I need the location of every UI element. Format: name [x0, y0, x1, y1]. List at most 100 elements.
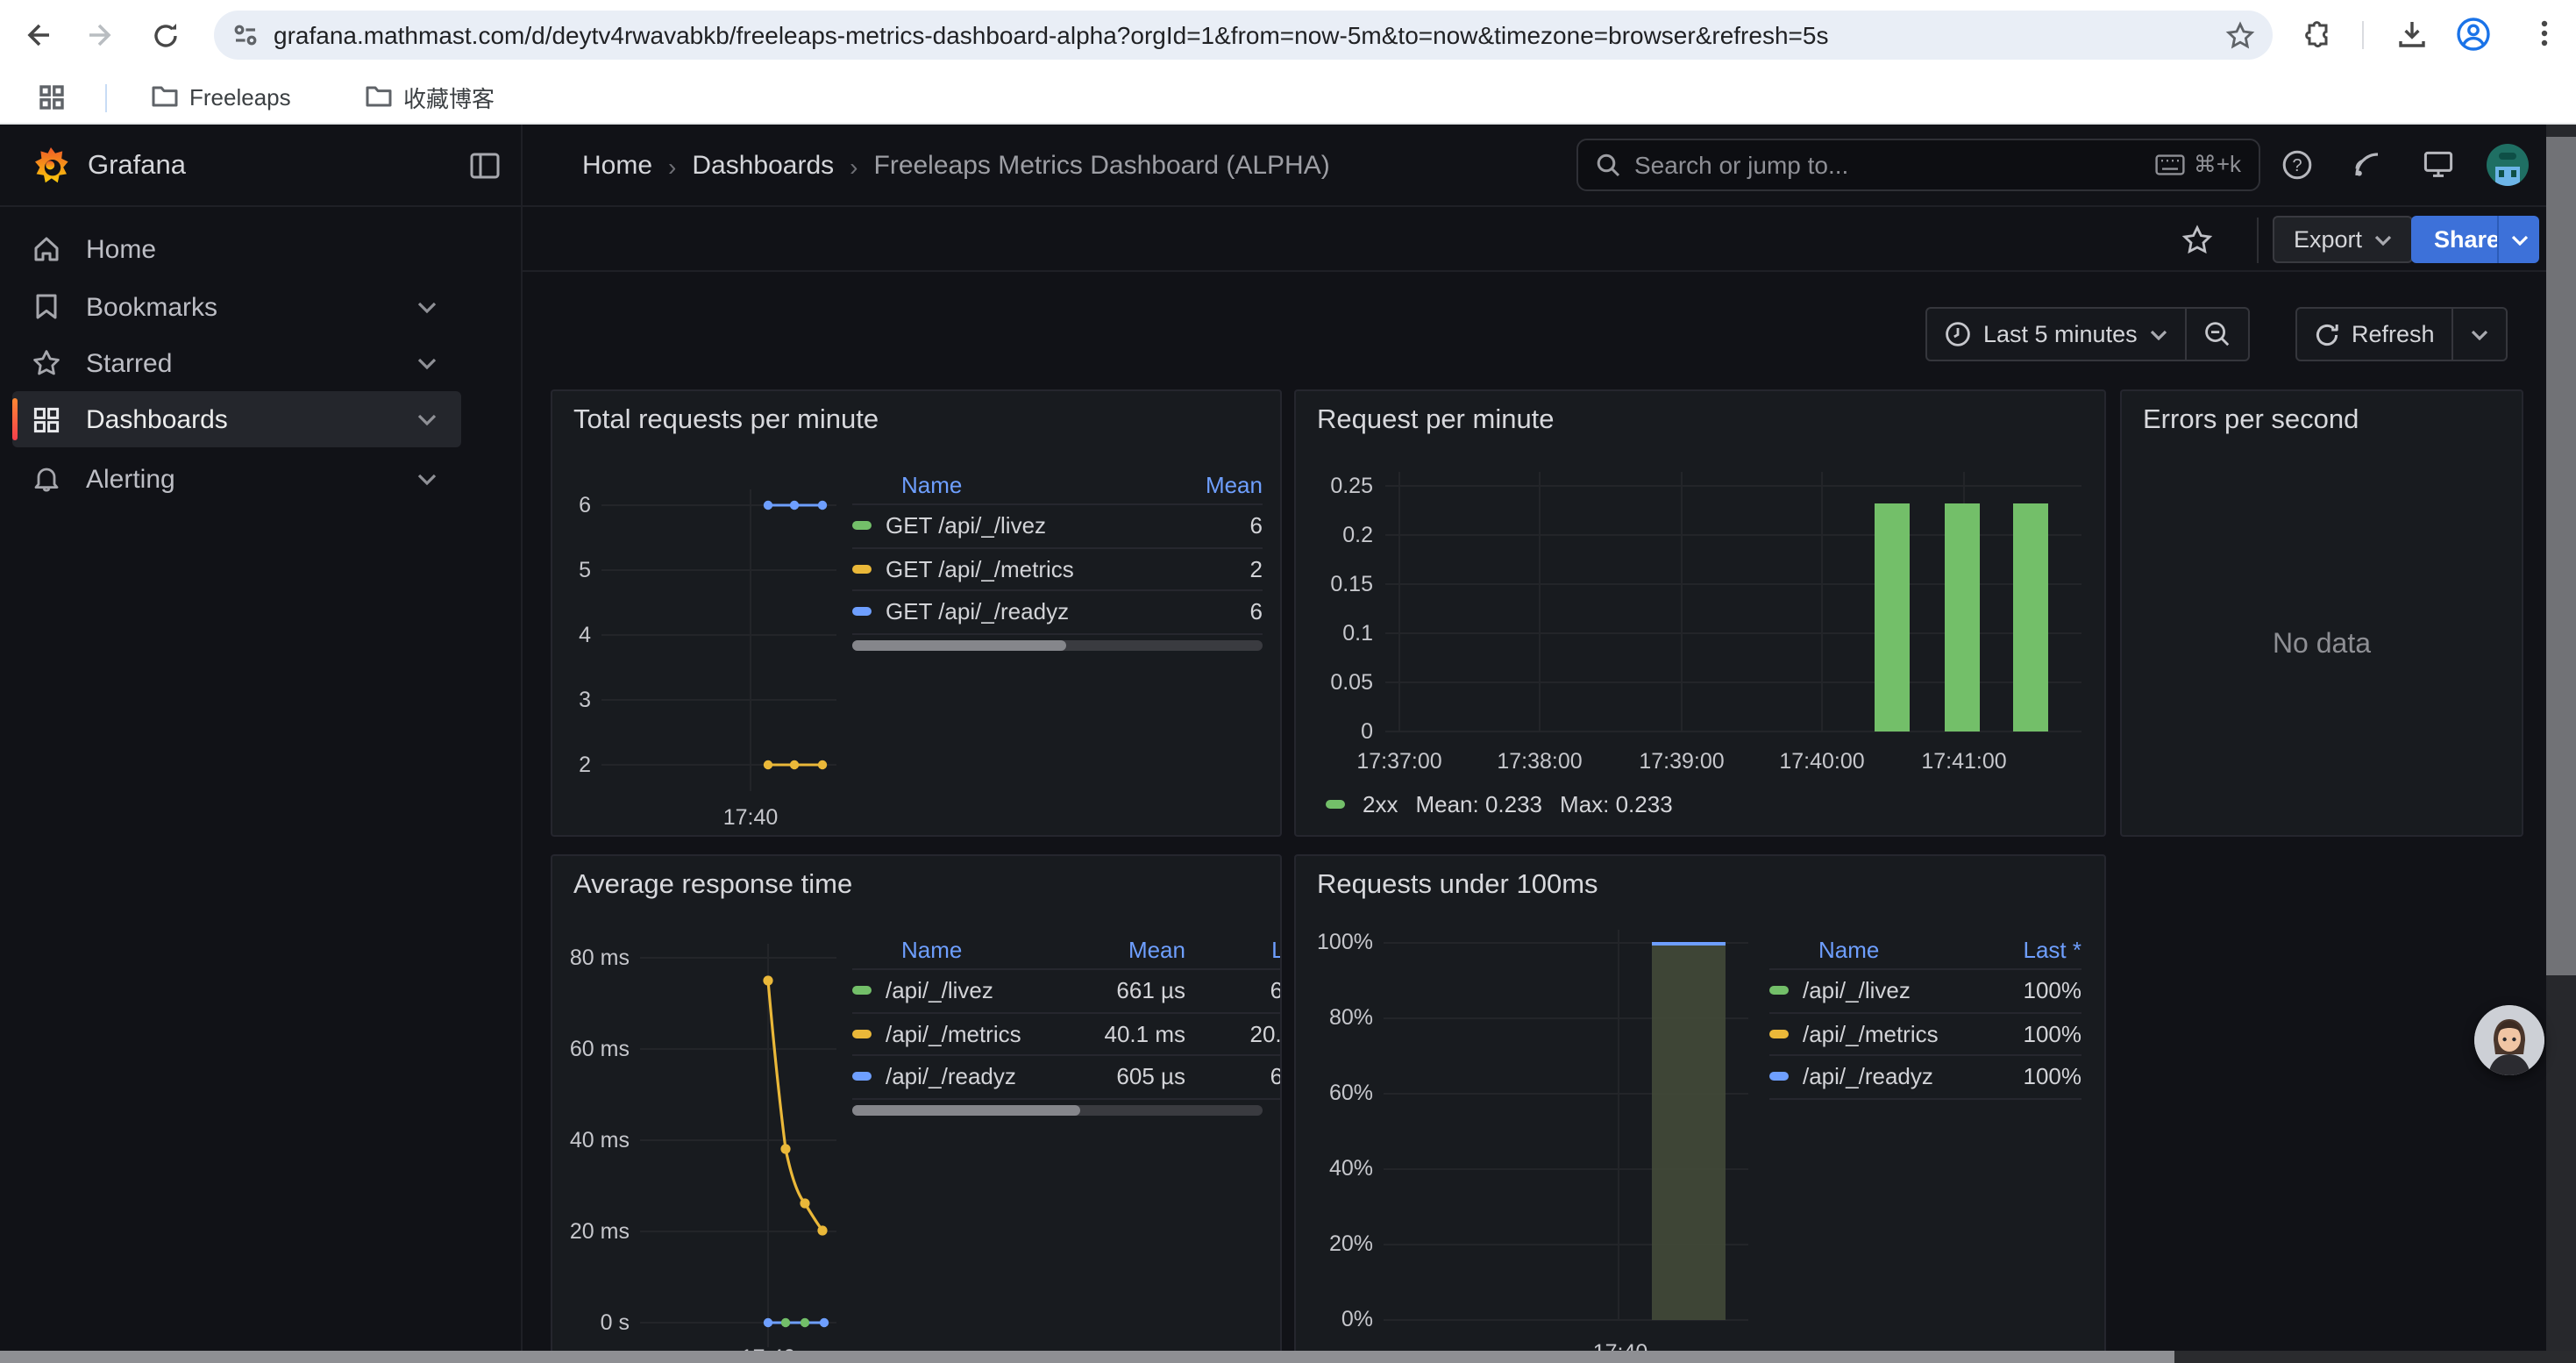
- sidebar-item-dashboards[interactable]: Dashboards: [12, 391, 461, 447]
- vertical-scrollbar-thumb[interactable]: [2546, 137, 2576, 975]
- sidebar-item-alerting[interactable]: Alerting: [12, 451, 461, 507]
- site-settings-icon[interactable]: [231, 21, 260, 49]
- sidebar-item-home[interactable]: Home: [12, 221, 461, 277]
- reload-button[interactable]: [142, 12, 188, 58]
- legend-header-mean[interactable]: Mean: [1206, 471, 1263, 497]
- y-tick: 0.05: [1296, 670, 1373, 695]
- legend-header-last[interactable]: Las: [1206, 936, 1282, 962]
- browser-toolbar: grafana.mathmast.com/d/deytv4rwavabkb/fr…: [0, 0, 2576, 70]
- breadcrumb-current: Freeleaps Metrics Dashboard (ALPHA): [874, 151, 1330, 181]
- user-avatar[interactable]: [2487, 144, 2529, 186]
- extensions-icon[interactable]: [2301, 19, 2332, 51]
- y-tick: 40 ms: [552, 1128, 630, 1152]
- legend-row[interactable]: /api/_/metrics 100%: [1769, 1011, 2081, 1054]
- y-tick: 5: [552, 558, 591, 582]
- legend-inline: 2xx Mean: 0.233 Max: 0.233: [1326, 791, 1673, 817]
- zoom-out-button[interactable]: [2187, 309, 2248, 360]
- browser-menu-button[interactable]: [2529, 18, 2560, 49]
- export-button[interactable]: Export: [2273, 216, 2413, 263]
- chevron-down-icon[interactable]: [417, 357, 437, 369]
- x-tick: 17:40: [723, 805, 779, 830]
- legend-header-last[interactable]: Last *: [2024, 936, 2082, 962]
- forward-button[interactable]: [77, 12, 123, 58]
- legend-row[interactable]: GET /api/_/readyz 6: [852, 589, 1263, 634]
- actions-divider: [2257, 218, 2259, 263]
- panel-under-100ms: Requests under 100ms 100% 80% 60% 40% 20…: [1294, 854, 2106, 1363]
- panel-errors-per-second: Errors per second No data: [2120, 389, 2523, 837]
- y-tick: 60%: [1296, 1081, 1373, 1105]
- profile-button[interactable]: [2455, 16, 2492, 53]
- refresh-button[interactable]: Refresh: [2297, 309, 2452, 360]
- favorite-star-icon[interactable]: [2181, 225, 2213, 256]
- legend-row[interactable]: GET /api/_/metrics 2: [852, 546, 1263, 589]
- bookmark-folder-blogs[interactable]: 收藏博客: [351, 75, 509, 118]
- legend-row[interactable]: /api/_/readyz 100%: [1769, 1054, 2081, 1099]
- url-bar[interactable]: grafana.mathmast.com/d/deytv4rwavabkb/fr…: [214, 11, 2273, 60]
- search-icon: [1596, 153, 1620, 177]
- sidebar-item-starred[interactable]: Starred: [12, 335, 461, 391]
- series-max: Max: 0.233: [1560, 791, 1673, 817]
- chevron-down-icon[interactable]: [417, 413, 437, 425]
- chevron-down-icon: [2150, 329, 2167, 339]
- downloads-button[interactable]: [2395, 18, 2429, 51]
- series-color-pill: [852, 987, 872, 995]
- sidebar-item-bookmarks[interactable]: Bookmarks: [12, 279, 461, 335]
- search-input[interactable]: Search or jump to... ⌘+k: [1576, 139, 2260, 191]
- url-text[interactable]: grafana.mathmast.com/d/deytv4rwavabkb/fr…: [274, 21, 2225, 49]
- dock-menu-icon[interactable]: [470, 153, 500, 179]
- horizontal-scrollbar-thumb[interactable]: [0, 1351, 2174, 1363]
- series-color-pill: [852, 522, 872, 531]
- share-menu-button[interactable]: [2497, 216, 2539, 263]
- refresh-icon: [2315, 322, 2339, 346]
- legend-row[interactable]: /api/_/livez 100%: [1769, 968, 2081, 1011]
- chevron-down-icon[interactable]: [417, 301, 437, 313]
- y-tick: 2: [552, 753, 591, 777]
- legend-row[interactable]: /api/_/metrics 40.1 ms 20.5 r: [852, 1011, 1282, 1054]
- refresh-interval-button[interactable]: [2454, 309, 2507, 360]
- legend-header-name[interactable]: Name: [1818, 936, 2024, 962]
- legend-scrollbar[interactable]: [852, 640, 1263, 651]
- y-tick: 0 s: [552, 1310, 630, 1335]
- grafana-logo[interactable]: [30, 145, 72, 187]
- panel-title[interactable]: Errors per second: [2143, 405, 2359, 437]
- series-name[interactable]: 2xx: [1363, 791, 1398, 817]
- y-tick: 0.25: [1296, 474, 1373, 498]
- breadcrumb-dashboards[interactable]: Dashboards: [692, 151, 834, 181]
- assistant-avatar[interactable]: [2474, 1005, 2544, 1075]
- y-tick: 0.1: [1296, 621, 1373, 646]
- chevron-down-icon[interactable]: [417, 473, 437, 485]
- x-tick: 17:38:00: [1497, 749, 1582, 774]
- legend-header-name[interactable]: Name: [901, 471, 1206, 497]
- monitor-icon[interactable]: [2423, 151, 2453, 179]
- series-color-pill: [852, 1073, 872, 1081]
- legend-header-mean[interactable]: Mean: [1077, 936, 1185, 962]
- legend-header-name[interactable]: Name: [901, 936, 1077, 962]
- refresh-label: Refresh: [2352, 321, 2435, 347]
- bookmark-star-icon[interactable]: [2225, 20, 2255, 50]
- back-button[interactable]: [16, 12, 61, 58]
- time-range-picker[interactable]: Last 5 minutes: [1927, 309, 2185, 360]
- home-icon: [32, 235, 61, 263]
- legend-table: Name Mean GET /api/_/livez 6 GET /api/_/…: [852, 465, 1263, 634]
- y-tick: 80%: [1296, 1005, 1373, 1030]
- series-color-pill: [852, 1030, 872, 1038]
- legend-row[interactable]: /api/_/readyz 605 µs 620: [852, 1054, 1282, 1099]
- search-shortcut: ⌘+k: [2155, 151, 2241, 179]
- bookmark-folder-freeleaps[interactable]: Freeleaps: [137, 75, 305, 118]
- breadcrumb-separator: ›: [850, 152, 857, 180]
- series-color-pill: [852, 608, 872, 617]
- breadcrumb: Home › Dashboards › Freeleaps Metrics Da…: [582, 125, 1330, 207]
- y-tick: 20 ms: [552, 1219, 630, 1244]
- bookmarks-bar: Freeleaps 收藏博客: [0, 70, 2576, 125]
- legend-scrollbar[interactable]: [852, 1105, 1263, 1116]
- news-rss-icon[interactable]: [2353, 151, 2381, 179]
- apps-grid-icon[interactable]: [39, 84, 65, 111]
- legend-row[interactable]: /api/_/livez 661 µs 646: [852, 968, 1282, 1011]
- legend-row[interactable]: GET /api/_/livez 6: [852, 503, 1263, 546]
- help-icon[interactable]: ?: [2281, 149, 2313, 181]
- breadcrumb-home[interactable]: Home: [582, 151, 652, 181]
- star-icon: [32, 349, 61, 377]
- time-range-controls: Last 5 minutes: [1925, 307, 2250, 361]
- legend-table: Name Mean Las /api/_/livez 661 µs 646 /a…: [852, 930, 1282, 1099]
- x-tick: 17:37:00: [1356, 749, 1441, 774]
